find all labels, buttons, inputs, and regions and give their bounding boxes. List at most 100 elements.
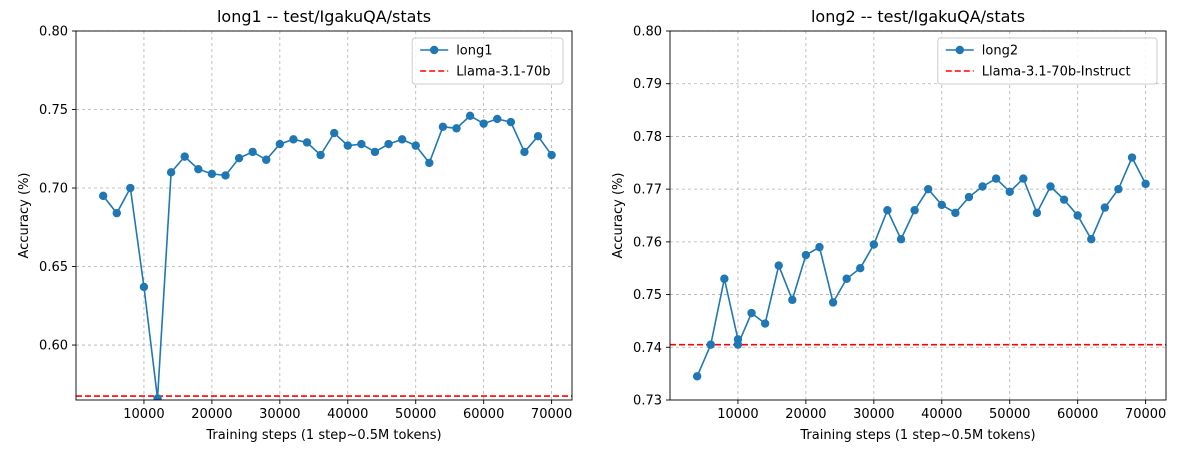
- data-point: [262, 155, 271, 164]
- data-point: [425, 158, 434, 168]
- data-point: [991, 174, 1001, 183]
- x-tick-label: 10000: [717, 407, 758, 422]
- y-tick-label: 0.75: [39, 103, 68, 118]
- y-tick-label: 0.70: [39, 182, 68, 197]
- series-long2: [692, 153, 1150, 381]
- chart-title: long2 -- test/IgakuQA/stats: [811, 7, 1025, 26]
- x-tick-label: 40000: [921, 407, 962, 422]
- data-point: [357, 139, 366, 149]
- data-point: [1127, 153, 1137, 162]
- data-point: [289, 135, 298, 144]
- series-long1: [98, 111, 556, 400]
- data-point: [951, 208, 960, 218]
- data-point: [692, 372, 702, 381]
- data-point: [452, 124, 461, 133]
- data-point: [733, 340, 743, 349]
- data-point: [506, 117, 516, 127]
- data-point: [370, 147, 380, 157]
- data-point: [801, 250, 811, 260]
- x-tick-label: 40000: [327, 407, 368, 422]
- data-point: [234, 153, 244, 163]
- data-point: [815, 242, 824, 252]
- data-point: [1141, 179, 1150, 189]
- data-point: [493, 114, 502, 124]
- legend-label-series: long1: [456, 44, 492, 59]
- data-point: [1114, 184, 1123, 194]
- x-axis-label: Training steps (1 step~0.5M tokens): [799, 428, 1035, 443]
- data-point: [883, 206, 892, 215]
- y-tick-label: 0.76: [633, 235, 662, 250]
- x-tick-label: 50000: [989, 407, 1030, 422]
- data-point: [180, 152, 189, 161]
- data-point: [153, 394, 162, 400]
- series-line: [696, 155, 1147, 377]
- data-point: [720, 274, 729, 283]
- x-tick-label: 60000: [463, 407, 504, 422]
- data-point: [923, 184, 933, 194]
- data-point: [706, 340, 715, 349]
- legend: long1 Llama-3.1-70b: [411, 37, 564, 85]
- data-point: [1073, 211, 1082, 220]
- data-point: [343, 141, 352, 150]
- x-tick-label: 70000: [531, 407, 572, 422]
- chart-panel-2: 10000 20000 30000 40000 50000 60000 70000 0.73 0…: [611, 7, 1167, 443]
- data-point: [869, 240, 879, 249]
- data-point: [856, 264, 865, 273]
- data-point: [316, 150, 325, 160]
- chart-panel-1: 10000 20000 30000 40000 50000 60000 70000 0.60 0…: [17, 7, 573, 443]
- data-point: [302, 138, 312, 147]
- legend: long2 Llama-3.1-70b-Instruct: [937, 37, 1158, 85]
- data-point: [937, 200, 946, 210]
- data-point: [978, 182, 987, 191]
- data-point: [166, 168, 176, 177]
- x-tick-label: 70000: [1125, 407, 1166, 422]
- legend-marker: [955, 45, 964, 55]
- data-point: [207, 169, 217, 179]
- data-point: [465, 111, 475, 120]
- data-point: [774, 261, 783, 270]
- data-point: [411, 141, 420, 150]
- data-point: [747, 308, 756, 318]
- data-point: [221, 171, 230, 180]
- data-point: [479, 119, 488, 128]
- data-point: [329, 128, 339, 138]
- data-point: [910, 206, 919, 215]
- data-point: [139, 282, 149, 292]
- data-point: [547, 150, 556, 160]
- data-point: [275, 139, 285, 149]
- y-tick-label: 0.65: [39, 260, 68, 275]
- x-tick-label: 50000: [395, 407, 436, 422]
- legend-label-reference: Llama-3.1-70b: [456, 65, 550, 80]
- y-tick-label: 0.80: [39, 25, 68, 40]
- data-point: [1019, 174, 1028, 183]
- data-point: [397, 135, 407, 144]
- y-tick-label: 0.77: [633, 183, 662, 198]
- x-tick-label: 30000: [853, 407, 894, 422]
- legend-marker: [430, 45, 439, 55]
- x-tick-label: 20000: [191, 407, 232, 422]
- axes-frame: [669, 30, 1167, 401]
- chart-title: long1 -- test/IgakuQA/stats: [217, 7, 431, 26]
- x-tick-label: 60000: [1057, 407, 1098, 422]
- data-point: [248, 147, 257, 157]
- data-point: [964, 192, 974, 202]
- x-axis-label: Training steps (1 step~0.5M tokens): [205, 428, 441, 443]
- data-point: [1087, 235, 1096, 244]
- legend-box: [411, 37, 564, 85]
- data-point: [1005, 187, 1014, 196]
- data-point: [1100, 203, 1110, 212]
- x-tick-label: 10000: [123, 407, 164, 422]
- data-point: [842, 274, 851, 283]
- data-point: [1059, 195, 1069, 204]
- data-point: [828, 298, 838, 307]
- data-point: [126, 183, 135, 193]
- data-point: [760, 319, 770, 328]
- data-point: [438, 122, 448, 131]
- y-tick-label: 0.79: [633, 77, 662, 92]
- data-point: [194, 164, 203, 174]
- legend-box: [937, 37, 1158, 85]
- y-tick-label: 0.80: [633, 25, 662, 40]
- data-point: [533, 132, 543, 141]
